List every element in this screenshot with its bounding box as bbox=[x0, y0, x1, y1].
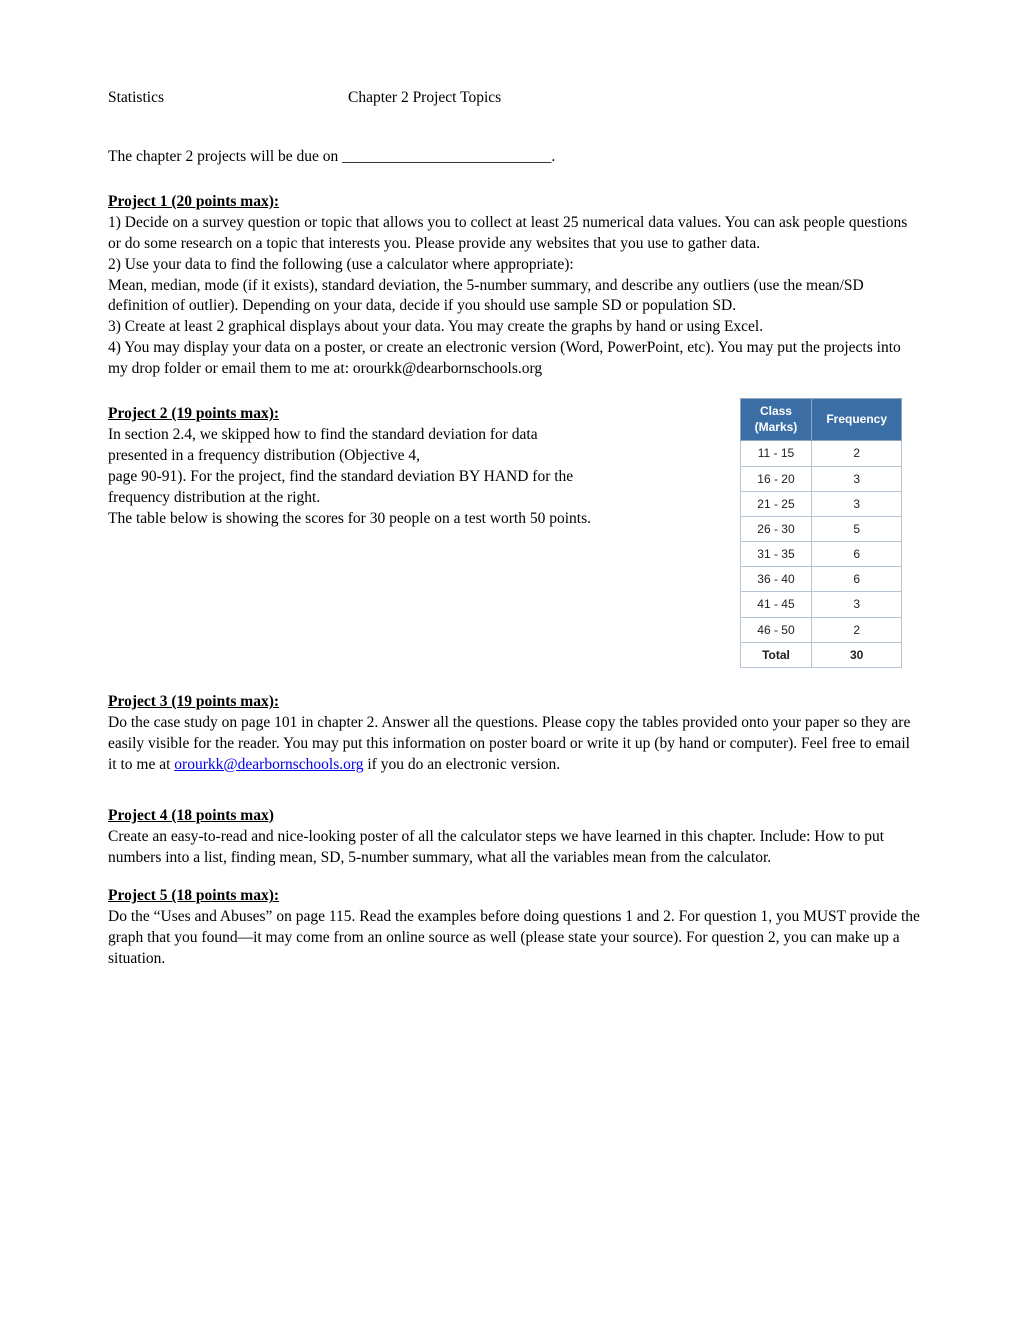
project-5-block: Project 5 (18 points max): Do the “Uses … bbox=[108, 886, 920, 970]
table-cell-frequency: 2 bbox=[812, 441, 902, 466]
table-row: 26 - 305 bbox=[740, 516, 901, 541]
header-class-line1: Class bbox=[755, 404, 798, 420]
table-header-class: Class (Marks) bbox=[740, 399, 812, 441]
project-3-body-after: if you do an electronic version. bbox=[363, 756, 560, 773]
table-row: 16 - 203 bbox=[740, 466, 901, 491]
header-class-line2: (Marks) bbox=[755, 420, 798, 436]
table-row: 46 - 502 bbox=[740, 617, 901, 642]
project-2-p2: page 90-91). For the project, find the s… bbox=[108, 467, 598, 509]
table-cell-class: 16 - 20 bbox=[740, 466, 812, 491]
project-1-p2: 2) Use your data to find the following (… bbox=[108, 255, 920, 276]
project-1-p4: 3) Create at least 2 graphical displays … bbox=[108, 317, 920, 338]
project-4-body: Create an easy-to-read and nice-looking … bbox=[108, 827, 920, 869]
header-freq-label: Frequency bbox=[826, 412, 887, 428]
table-row: 31 - 356 bbox=[740, 542, 901, 567]
table-cell-frequency: 6 bbox=[812, 567, 902, 592]
header-row: Statistics Chapter 2 Project Topics bbox=[108, 88, 920, 109]
table-cell-class: 36 - 40 bbox=[740, 567, 812, 592]
table-row: 41 - 453 bbox=[740, 592, 901, 617]
page-title: Chapter 2 Project Topics bbox=[348, 88, 501, 109]
frequency-table-body: 11 - 15216 - 20321 - 25326 - 30531 - 356… bbox=[740, 441, 901, 668]
project-5-body: Do the “Uses and Abuses” on page 115. Re… bbox=[108, 907, 920, 970]
project-4-block: Project 4 (18 points max) Create an easy… bbox=[108, 806, 920, 869]
due-date-line: The chapter 2 projects will be due on __… bbox=[108, 147, 920, 168]
project-3-body: Do the case study on page 101 in chapter… bbox=[108, 713, 920, 776]
table-header-frequency: Frequency bbox=[812, 399, 902, 441]
table-header-row: Class (Marks) Frequency bbox=[740, 399, 901, 441]
project-3-block: Project 3 (19 points max): Do the case s… bbox=[108, 692, 920, 776]
project-2-heading: Project 2 (19 points max): bbox=[108, 405, 279, 422]
frequency-table: Class (Marks) Frequency 11 - 15216 - 203… bbox=[740, 398, 902, 668]
project-3-heading: Project 3 (19 points max): bbox=[108, 693, 279, 710]
project-1-p5: 4) You may display your data on a poster… bbox=[108, 338, 920, 380]
project-2-p1: In section 2.4, we skipped how to find t… bbox=[108, 425, 598, 467]
project-1-p1: 1) Decide on a survey question or topic … bbox=[108, 213, 920, 255]
table-cell-frequency: 5 bbox=[812, 516, 902, 541]
document-page: Statistics Chapter 2 Project Topics The … bbox=[0, 0, 1020, 1320]
table-cell-class: 26 - 30 bbox=[740, 516, 812, 541]
project-5-heading: Project 5 (18 points max): bbox=[108, 887, 279, 904]
table-cell-class: 11 - 15 bbox=[740, 441, 812, 466]
table-total-row: Total30 bbox=[740, 642, 901, 667]
table-row: 21 - 253 bbox=[740, 491, 901, 516]
project-4-heading: Project 4 (18 points max) bbox=[108, 807, 274, 824]
table-cell-class: 31 - 35 bbox=[740, 542, 812, 567]
project-1-block: Project 1 (20 points max): 1) Decide on … bbox=[108, 192, 920, 380]
table-cell-frequency: 3 bbox=[812, 466, 902, 491]
project-2-block: Project 2 (19 points max): In section 2.… bbox=[108, 404, 920, 668]
table-row: 11 - 152 bbox=[740, 441, 901, 466]
project-1-p3: Mean, median, mode (if it exists), stand… bbox=[108, 276, 920, 318]
project-1-heading: Project 1 (20 points max): bbox=[108, 193, 279, 210]
project-3-email-link[interactable]: orourkk@dearbornschools.org bbox=[174, 756, 363, 773]
table-row: 36 - 406 bbox=[740, 567, 901, 592]
table-total-value: 30 bbox=[812, 642, 902, 667]
table-cell-class: 41 - 45 bbox=[740, 592, 812, 617]
project-2-text: Project 2 (19 points max): In section 2.… bbox=[108, 404, 598, 530]
table-cell-frequency: 3 bbox=[812, 491, 902, 516]
project-2-p3: The table below is showing the scores fo… bbox=[108, 509, 598, 530]
table-cell-frequency: 6 bbox=[812, 542, 902, 567]
header-left: Statistics bbox=[108, 88, 168, 109]
table-cell-class: 21 - 25 bbox=[740, 491, 812, 516]
table-cell-frequency: 3 bbox=[812, 592, 902, 617]
table-total-label: Total bbox=[740, 642, 812, 667]
table-cell-class: 46 - 50 bbox=[740, 617, 812, 642]
table-cell-frequency: 2 bbox=[812, 617, 902, 642]
